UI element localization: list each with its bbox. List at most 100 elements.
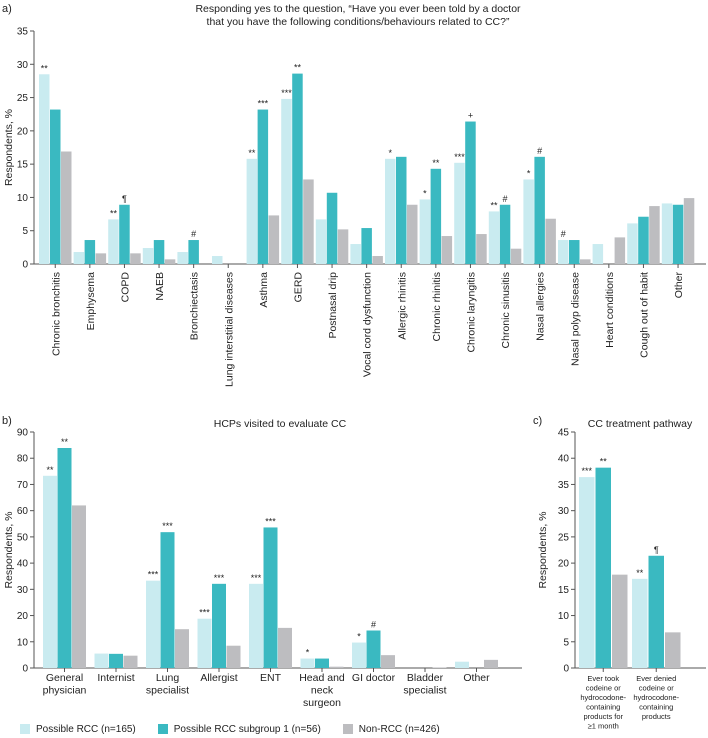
- y-tick-label-b: 30: [17, 585, 29, 596]
- bar-b-0-1: [57, 447, 72, 668]
- significance-label-b: ***: [148, 570, 159, 580]
- bar-a-15-1: [569, 240, 580, 264]
- significance-label-b: ***: [199, 608, 210, 618]
- legend-label-subgroup-1: Possible RCC subgroup 1 (n=56): [173, 723, 321, 735]
- x-tick-label-a: Cough out of habit: [638, 272, 650, 358]
- significance-label-b: *: [306, 648, 310, 658]
- significance-label-b: #: [371, 620, 376, 630]
- legend-item-subgroup-1: Possible RCC subgroup 1 (n=56): [157, 723, 321, 735]
- bar-b-0-0: [43, 475, 57, 668]
- bar-a-7-0: [281, 98, 292, 264]
- bar-a-13-2: [510, 248, 522, 264]
- bar-b-3-1: [212, 583, 226, 668]
- bar-a-9-0: [350, 244, 361, 264]
- bar-a-11-1: [430, 168, 442, 264]
- panel-label-b: b): [2, 415, 12, 427]
- x-tick-label-b: Allergist: [200, 672, 237, 684]
- bar-a-16-2: [614, 237, 626, 264]
- bar-a-15-2: [580, 259, 591, 264]
- bar-a-3-1: [153, 240, 165, 264]
- panel-label-c: c): [533, 415, 542, 427]
- x-tick-label-c: codeine or: [586, 684, 622, 693]
- bar-b-4-1: [263, 527, 278, 668]
- significance-label-a: *: [423, 188, 427, 198]
- chart-title-a-line-0: Responding yes to the question, “Have yo…: [195, 3, 521, 15]
- x-tick-label-b: neck: [311, 685, 334, 697]
- significance-label-a: **: [110, 208, 118, 218]
- significance-label-b: ***: [214, 573, 225, 583]
- bar-a-15-0: [558, 240, 569, 264]
- x-tick-label-a: Chronic laryngitis: [465, 272, 477, 353]
- legend-label-possible-rcc: Possible RCC (n=165): [36, 723, 136, 735]
- x-tick-label-a: Chronic rhinitis: [431, 272, 443, 341]
- bar-a-4-1: [188, 240, 199, 264]
- y-tick-label-c: 10: [558, 611, 570, 622]
- significance-label-a: ¶: [122, 194, 127, 204]
- bar-a-12-1: [465, 121, 476, 264]
- legend-swatch-possible-rcc: [20, 724, 30, 734]
- y-tick-label-b: 40: [17, 559, 29, 570]
- x-tick-label-c: products for: [583, 712, 623, 721]
- x-tick-label-a: COPD: [119, 272, 131, 303]
- y-tick-label-b: 80: [17, 454, 29, 465]
- panel-label-a: a): [2, 3, 12, 15]
- x-tick-label-b: specialist: [146, 685, 189, 697]
- y-tick-label-a: 0: [22, 260, 28, 271]
- x-tick-label-c: Ever denied: [636, 674, 676, 683]
- x-tick-label-a: Postnasal drip: [327, 272, 339, 339]
- significance-label-a: ***: [281, 88, 292, 98]
- bar-a-2-0: [108, 219, 119, 264]
- bar-b-2-1: [160, 532, 175, 668]
- x-tick-label-c: containing: [586, 703, 620, 712]
- significance-label-c: **: [600, 457, 608, 467]
- significance-label-a: **: [432, 158, 440, 168]
- y-tick-label-a: 30: [17, 60, 29, 71]
- y-tick-label-c: 35: [558, 480, 570, 491]
- bar-a-14-1: [534, 156, 545, 264]
- y-tick-label-a: 35: [17, 27, 29, 38]
- x-tick-label-c: hydrocodone-: [633, 693, 679, 702]
- x-tick-label-b: Internist: [97, 672, 134, 684]
- bar-b-1-1: [109, 653, 123, 668]
- y-tick-label-c: 45: [558, 428, 570, 439]
- bar-a-9-1: [361, 228, 372, 264]
- bar-a-4-0: [177, 252, 188, 264]
- bar-a-18-0: [661, 203, 673, 264]
- bar-a-17-0: [627, 223, 638, 264]
- legend-swatch-non-rcc: [342, 724, 353, 734]
- y-tick-label-c: 0: [563, 664, 569, 675]
- significance-label-b: ***: [251, 573, 262, 583]
- legend-item-non-rcc: Non-RCC (n=426): [342, 724, 440, 735]
- bar-c-0-0: [579, 477, 595, 668]
- bar-b-6-0: [352, 642, 366, 668]
- significance-label-c: ***: [581, 466, 592, 476]
- x-tick-label-a: Bronchiectasis: [189, 272, 201, 340]
- significance-label-b: ***: [265, 516, 276, 526]
- x-tick-label-b: Lung: [156, 672, 180, 684]
- x-tick-label-a: Lung interstitial diseases: [223, 272, 235, 387]
- bar-c-0-1: [595, 467, 611, 668]
- legend-swatch-subgroup-1: [157, 724, 168, 734]
- significance-label-a: **: [41, 63, 49, 73]
- chart-title-a-line-1: that you have the following conditions/b…: [207, 16, 510, 28]
- y-tick-label-b: 20: [17, 611, 29, 622]
- bar-a-2-2: [130, 253, 141, 264]
- significance-label-a: #: [191, 229, 196, 239]
- bar-a-1-1: [84, 240, 96, 264]
- bar-b-7-2: [432, 667, 447, 668]
- x-tick-label-a: Vocal cord dysfunction: [362, 272, 374, 377]
- y-axis-label-a: Respondents, %: [3, 109, 15, 186]
- significance-label-a: **: [491, 200, 499, 210]
- bar-b-0-2: [72, 505, 86, 668]
- bar-a-10-2: [407, 204, 418, 264]
- bar-a-11-2: [441, 236, 453, 264]
- significance-label-b: **: [46, 465, 54, 475]
- bar-a-0-0: [39, 74, 50, 265]
- x-tick-label-c: Ever took: [587, 674, 619, 683]
- bar-b-8-0: [455, 661, 469, 668]
- x-tick-label-b: physician: [43, 685, 87, 697]
- bar-a-3-0: [142, 248, 154, 264]
- y-tick-label-b: 0: [22, 664, 28, 675]
- x-tick-label-b: Head and: [299, 672, 345, 684]
- x-tick-label-c: ≥1 month: [588, 722, 619, 731]
